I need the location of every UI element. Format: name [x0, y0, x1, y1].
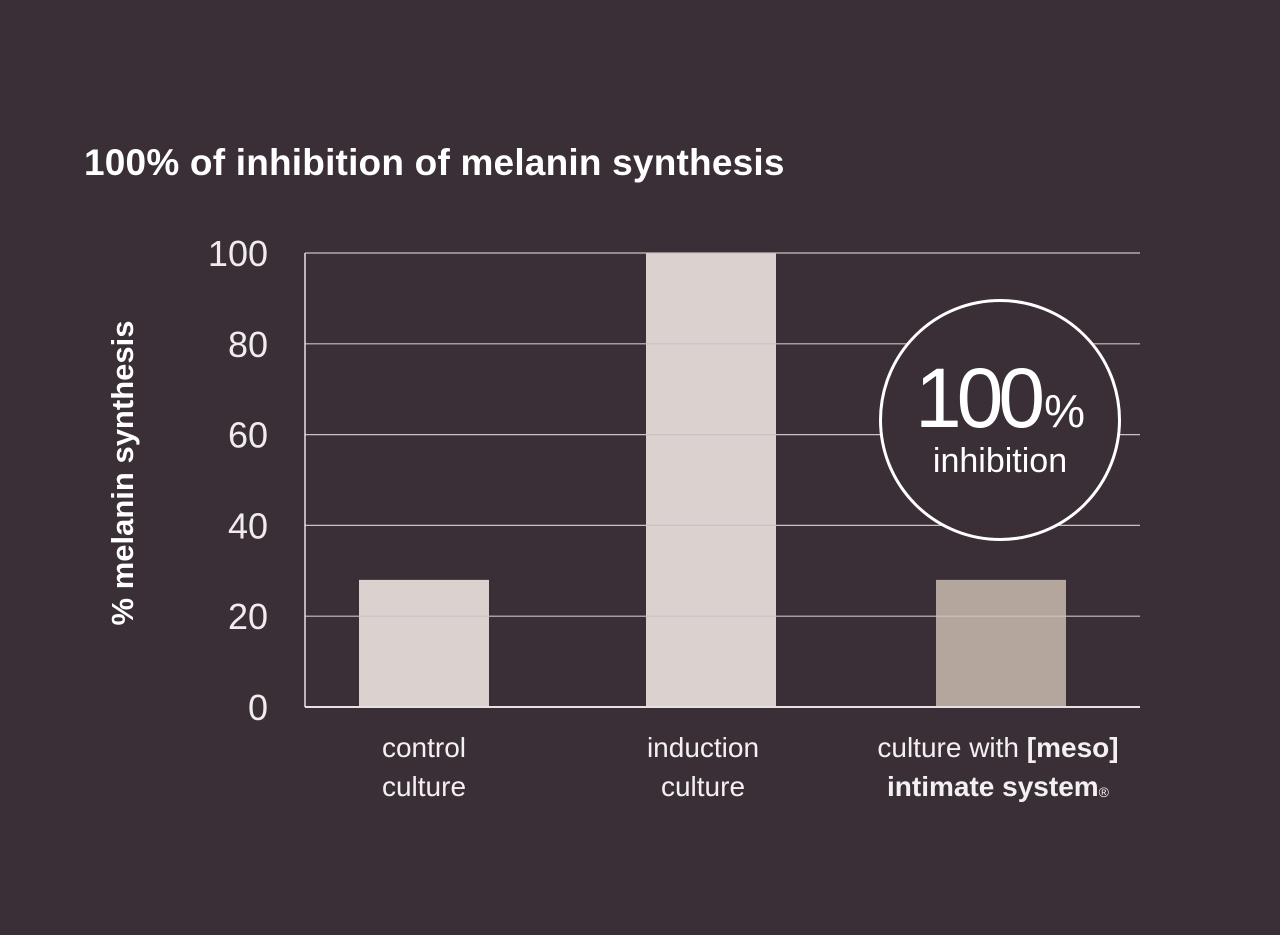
chart-title: 100% of inhibition of melanin synthesis: [84, 142, 785, 183]
category-label-line1: culture with: [877, 732, 1027, 763]
category-label-meso-culture: culture with [meso] intimate system®: [838, 728, 1158, 806]
category-label-line2: culture: [660, 771, 746, 802]
category-label-control-culture: control culture: [264, 728, 584, 806]
bar-1: [646, 253, 776, 707]
category-label-induction-culture: induction culture: [543, 728, 863, 806]
bar-2: [936, 579, 1066, 707]
badge-caption: inhibition: [932, 442, 1068, 480]
category-label-brand: [meso]: [1026, 732, 1119, 763]
badge-number: 100: [914, 351, 1045, 445]
y-tick-labels: 0 20 40 60 80 100: [208, 233, 268, 728]
y-tick-label: 0: [248, 687, 268, 728]
badge-unit: %: [1044, 385, 1086, 437]
inhibition-badge: 100% inhibition: [879, 299, 1121, 541]
category-label-line1: induction: [646, 732, 760, 763]
registered-mark: ®: [1098, 784, 1109, 800]
y-tick-label: 60: [228, 415, 268, 456]
y-tick-label: 80: [228, 324, 268, 365]
bar-0: [359, 579, 489, 707]
category-label-line2: culture: [381, 771, 467, 802]
y-tick-label: 20: [228, 596, 268, 637]
badge-value: 100%: [882, 356, 1118, 453]
y-tick-label: 40: [228, 505, 268, 546]
category-label-product: intimate system: [887, 771, 1099, 802]
category-label-line1: control: [381, 732, 467, 763]
bars-layer: [359, 253, 1066, 707]
y-tick-label: 100: [208, 233, 268, 274]
